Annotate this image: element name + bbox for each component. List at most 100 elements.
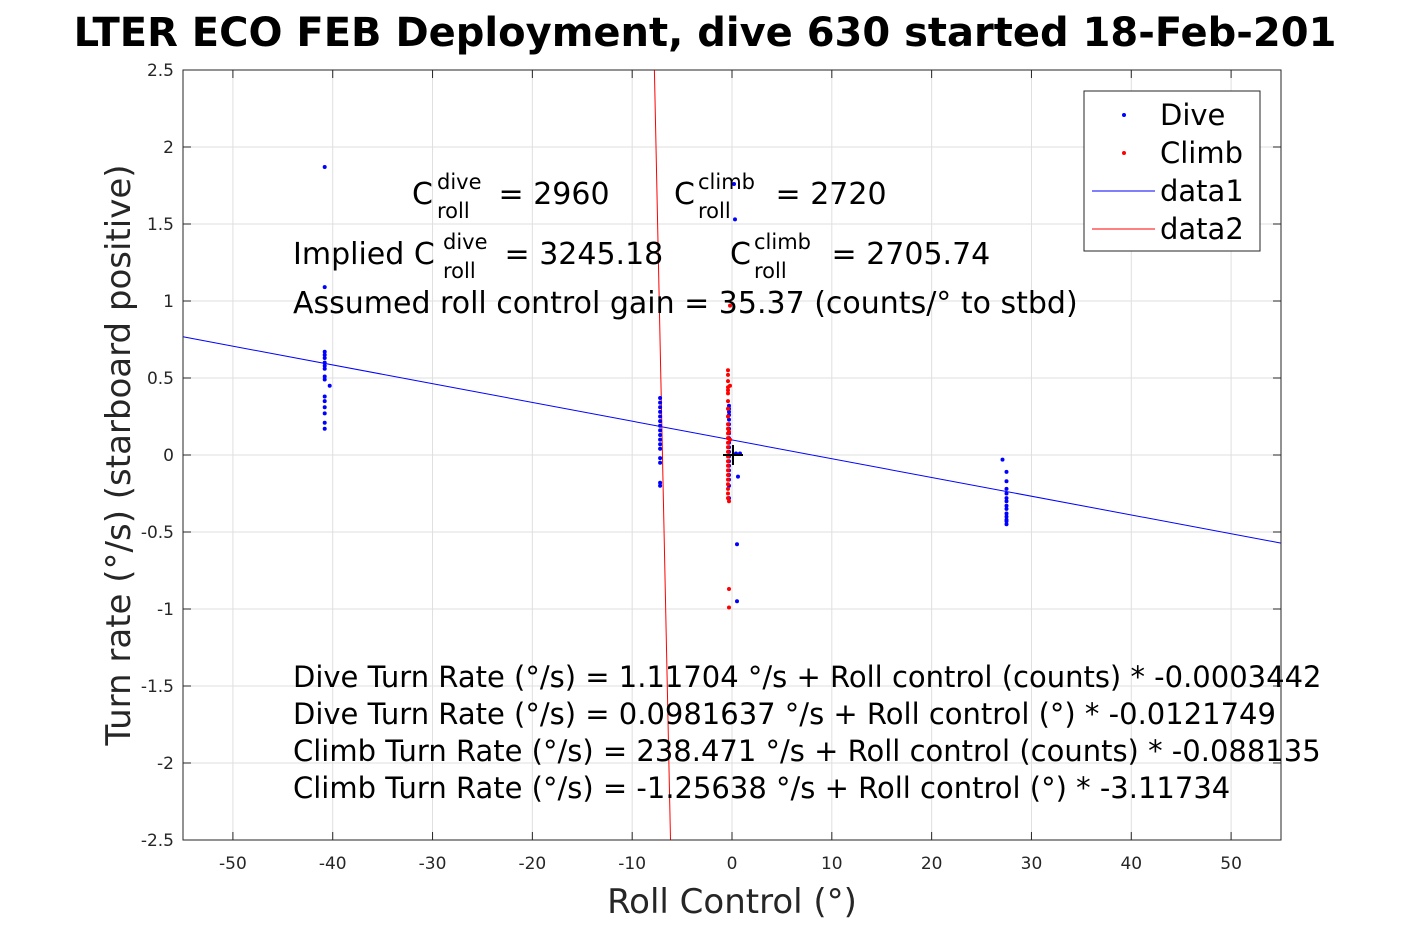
c-roll-dive-value: = 2960 <box>489 177 610 212</box>
y-tick-label: -1.5 <box>141 677 174 697</box>
point-dive <box>658 483 663 488</box>
y-tick-label: 1.5 <box>147 215 174 235</box>
point-dive <box>735 542 739 547</box>
point-climb <box>728 437 732 442</box>
x-tick-label: -20 <box>518 854 546 874</box>
point-dive <box>732 182 736 186</box>
point-dive <box>736 474 740 479</box>
point-dive <box>1004 496 1009 501</box>
point-dive <box>322 352 327 357</box>
implied-climb-value: = 2705.74 <box>822 237 990 272</box>
point-dive <box>733 217 737 222</box>
y-tick-label: -2 <box>157 754 174 774</box>
point-climb <box>726 496 730 501</box>
c-roll-dive-prefix: C <box>412 177 433 212</box>
point-dive <box>322 360 327 365</box>
implied-dive-sub: roll <box>443 259 476 283</box>
origin-cross-marker <box>723 445 743 465</box>
chart-title: LTER ECO FEB Deployment, dive 630 starte… <box>74 10 1337 56</box>
point-dive <box>658 400 663 405</box>
x-tick-label: 40 <box>1120 854 1142 874</box>
series-line-data1 <box>182 336 1282 544</box>
point-dive <box>658 442 663 447</box>
point-climb <box>726 473 730 477</box>
point-dive <box>658 405 663 410</box>
point-dive <box>658 396 663 400</box>
y-tick-label: 0 <box>163 446 174 466</box>
axis-ticks: -50 -40 -30 -20 -10 0 10 20 30 40 50-2.5-2-1.5-1-0… <box>141 61 1281 874</box>
point-climb <box>726 468 730 473</box>
x-tick-label: 30 <box>1021 854 1043 874</box>
point-climb <box>728 383 732 388</box>
x-tick-label: 0 <box>727 854 738 874</box>
implied-climb-sub: roll <box>754 259 787 283</box>
legend-data2-label: data2 <box>1160 212 1244 246</box>
x-tick-label: 20 <box>921 854 943 874</box>
implied-dive-value: = 3245.18 <box>495 237 663 272</box>
legend-dive-label: Dive <box>1160 98 1225 132</box>
point-dive <box>322 285 327 290</box>
roll-gain-annotation: Assumed roll control gain = 35.37 (count… <box>293 286 1078 321</box>
point-climb <box>726 463 730 468</box>
point-dive <box>322 426 327 431</box>
y-axis-label: Turn rate (°/s) (starboard positive) <box>99 164 139 746</box>
implied-dive-sup: dive <box>443 230 488 254</box>
x-tick-label: 10 <box>821 854 843 874</box>
x-tick-label: -50 <box>219 854 247 874</box>
point-dive <box>658 460 663 465</box>
point-dive <box>322 394 327 399</box>
point-climb <box>728 303 732 308</box>
legend-box <box>1083 90 1261 252</box>
point-climb <box>726 482 730 487</box>
point-dive <box>322 411 327 416</box>
legend-data1-label: data1 <box>1160 174 1244 208</box>
point-climb <box>726 391 730 396</box>
implied-climb-sup: climb <box>754 230 811 254</box>
point-climb <box>726 399 730 404</box>
point-climb <box>726 414 730 419</box>
point-dive <box>727 417 731 422</box>
implied-dive-prefix: Implied C <box>293 237 435 272</box>
point-dive <box>322 399 327 404</box>
point-dive <box>658 456 663 461</box>
climb-equation-degrees: Climb Turn Rate (°/s) = -1.25638 °/s + R… <box>293 771 1230 805</box>
point-dive <box>1004 486 1009 491</box>
point-climb <box>726 406 730 411</box>
x-tick-label: -40 <box>319 854 347 874</box>
point-dive <box>1004 519 1009 524</box>
point-climb <box>726 449 730 454</box>
c-roll-climb-value: = 2720 <box>766 177 887 212</box>
point-dive <box>322 349 327 354</box>
point-dive <box>1004 469 1009 474</box>
point-dive <box>658 428 663 433</box>
point-dive <box>658 414 663 419</box>
point-dive <box>658 423 663 428</box>
plot-border <box>182 69 1282 841</box>
point-dive <box>322 377 327 382</box>
c-roll-dive-sup: dive <box>437 170 482 194</box>
climb-equation-counts: Climb Turn Rate (°/s) = 238.471 °/s + Ro… <box>293 734 1321 768</box>
point-climb <box>726 486 730 491</box>
point-climb <box>726 426 730 431</box>
point-dive <box>727 403 731 408</box>
point-dive <box>658 480 663 485</box>
y-tick-label: -2.5 <box>141 831 174 851</box>
point-dive <box>658 433 663 437</box>
point-dive <box>322 356 327 360</box>
legend-climb-marker <box>1122 151 1126 155</box>
point-climb <box>726 477 730 482</box>
point-dive <box>1004 506 1009 511</box>
point-dive <box>1000 457 1005 462</box>
implied-c-roll-dive-annotation: Implied C dive roll = 3245.18 <box>293 230 663 283</box>
point-dive <box>1004 491 1009 496</box>
legend-climb-label: Climb <box>1160 136 1243 170</box>
y-tick-label: 1 <box>163 292 174 312</box>
y-tick-label: 0.5 <box>147 369 174 389</box>
y-tick-label: 2.5 <box>147 61 174 81</box>
point-dive <box>1004 503 1009 508</box>
c-roll-climb-prefix: C <box>674 177 695 212</box>
